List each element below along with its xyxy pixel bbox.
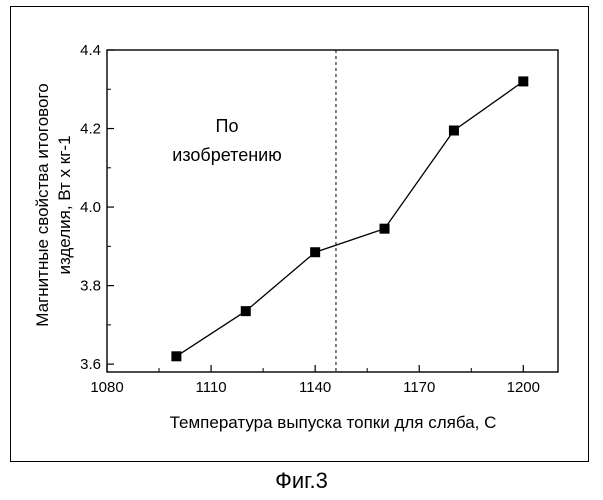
y-axis-label-line2: изделия, Вт х кг-1 <box>55 135 74 274</box>
data-point <box>449 126 459 136</box>
x-tick-label: 1170 <box>403 379 435 396</box>
figure-caption: Фиг.3 <box>0 468 603 494</box>
y-tick-label: 4.0 <box>80 199 101 216</box>
data-point <box>310 247 320 257</box>
y-tick-label: 3.8 <box>80 278 101 295</box>
y-tick-label: 4.4 <box>80 42 101 59</box>
annotation-line2: изобретению <box>172 145 281 165</box>
y-tick-label: 4.2 <box>80 121 101 138</box>
x-axis-label: Температура выпуска топки для сляба, С <box>170 413 497 432</box>
y-tick-label: 3.6 <box>80 356 101 373</box>
x-tick-label: 1140 <box>299 379 331 396</box>
data-point <box>241 306 251 316</box>
x-tick-label: 1080 <box>90 379 123 396</box>
data-point <box>171 351 181 361</box>
x-tick-label: 1200 <box>507 379 540 396</box>
annotation-line1: По <box>216 116 239 136</box>
plot-area-border <box>107 50 558 372</box>
y-axis-label-line1: Магнитные свойства итогового <box>33 83 52 326</box>
x-tick-label: 1110 <box>195 379 226 396</box>
data-point <box>518 76 528 86</box>
data-point <box>380 224 390 234</box>
chart: 1080 1110 1140 1170 1200 3.6 3.8 4.0 4.2 4.4 Магн… <box>0 0 603 470</box>
